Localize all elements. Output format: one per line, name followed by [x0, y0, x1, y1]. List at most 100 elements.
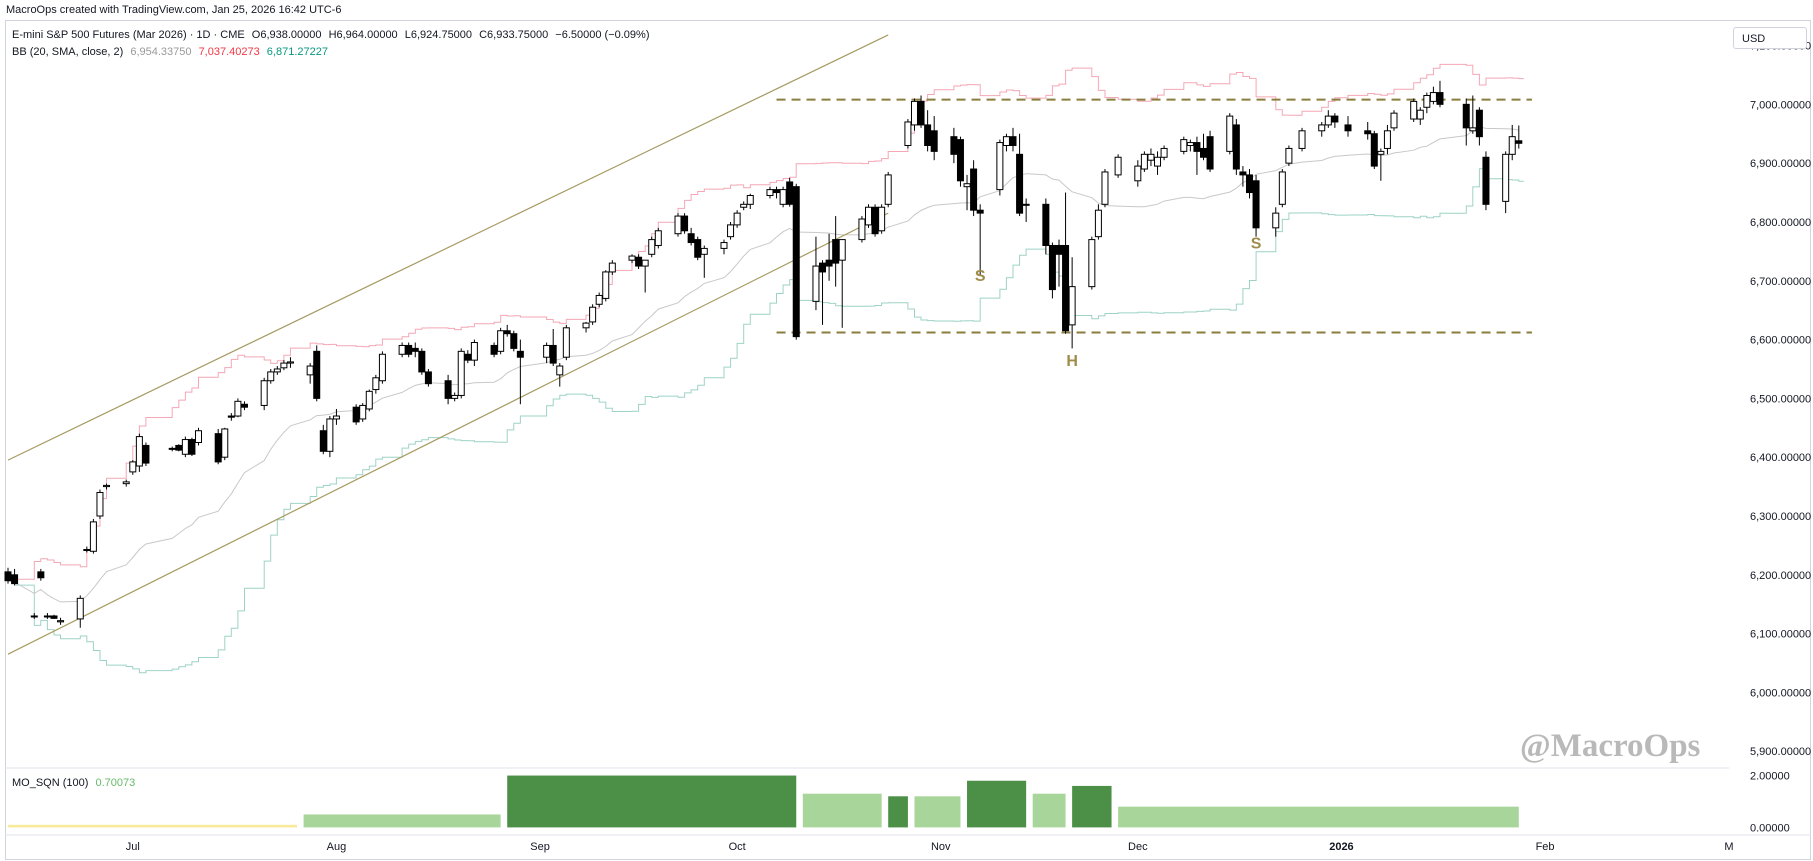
- watermark: @MacroOps: [1520, 728, 1701, 764]
- candle-body: [1252, 180, 1260, 229]
- candle-body: [1377, 150, 1385, 155]
- candle: [1114, 154, 1122, 178]
- candle: [595, 292, 603, 308]
- candle-body: [786, 181, 794, 205]
- candle: [1147, 148, 1155, 167]
- candle-body: [1022, 203, 1030, 206]
- price-tick-label: 6,400.00000: [1750, 452, 1811, 464]
- candle-body: [510, 333, 518, 349]
- candle: [1055, 239, 1063, 287]
- candle-body: [1147, 153, 1155, 161]
- candle: [411, 342, 419, 358]
- candle-body: [832, 239, 840, 264]
- candle-body: [812, 265, 820, 302]
- sqn-name[interactable]: MO_SQN (100): [12, 777, 89, 789]
- candle-body: [628, 255, 636, 261]
- candle: [30, 613, 38, 619]
- time-tick-label: Aug: [327, 841, 347, 853]
- candle: [930, 116, 938, 161]
- candle-body: [687, 233, 695, 244]
- candle-body: [457, 350, 465, 396]
- candle: [1429, 86, 1437, 105]
- candle: [365, 389, 373, 412]
- currency-selector[interactable]: USD: [1733, 27, 1807, 49]
- candle-body: [1462, 103, 1470, 129]
- candle-body: [313, 350, 321, 399]
- candle: [1508, 124, 1516, 161]
- time-tick-label: Oct: [729, 841, 746, 853]
- candle-body: [306, 365, 314, 376]
- candle-body: [1318, 124, 1326, 132]
- candle-body: [214, 433, 222, 463]
- candle-body: [740, 203, 748, 208]
- bb-upper-value: 7,037.40273: [198, 46, 260, 58]
- candle: [11, 568, 19, 586]
- candle: [37, 568, 45, 581]
- candle-body: [543, 344, 551, 358]
- candle: [352, 404, 360, 425]
- candle: [1344, 116, 1352, 137]
- bb-name[interactable]: BB (20, SMA, close, 2): [12, 46, 124, 58]
- candles: [4, 80, 1523, 628]
- ohlc-change: −6.50000 (−0.09%): [555, 29, 650, 41]
- candle-body: [168, 447, 176, 450]
- candle-body: [1278, 171, 1286, 205]
- price-tick-label: 6,700.00000: [1750, 276, 1811, 288]
- candle-body: [1186, 142, 1194, 147]
- candle: [1462, 98, 1470, 146]
- symbol-name[interactable]: E-mini S&P 500 Futures (Mar 2026) · 1D ·…: [12, 29, 245, 41]
- candle: [464, 350, 472, 364]
- candle: [956, 136, 964, 187]
- candle: [608, 260, 616, 275]
- candle-body: [352, 406, 360, 423]
- candle-body: [142, 444, 150, 464]
- candle: [457, 348, 465, 399]
- candle: [1475, 107, 1483, 146]
- candle-body: [1055, 244, 1063, 255]
- candle-body: [30, 615, 38, 618]
- candle-body: [332, 415, 340, 420]
- candle-body: [654, 230, 662, 246]
- candle-body: [996, 142, 1004, 191]
- price-axis: 5,900.00000 6,000.00000 6,100.00000 6,200.0…: [1750, 41, 1811, 759]
- candle-body: [1114, 156, 1122, 176]
- candle-body: [1324, 115, 1332, 126]
- candle-body: [43, 615, 51, 618]
- trendlines: [7, 34, 1532, 655]
- candle-body: [398, 344, 406, 355]
- candle: [1318, 121, 1326, 137]
- candle-body: [286, 361, 294, 364]
- candle: [924, 110, 932, 152]
- candle: [424, 368, 432, 387]
- candle-body: [490, 344, 498, 355]
- candle-body: [792, 186, 800, 338]
- candle-body: [89, 521, 97, 552]
- candle-body: [1160, 147, 1168, 158]
- candle-body: [1009, 136, 1017, 147]
- candle-body: [260, 380, 268, 406]
- candle-body: [838, 239, 846, 261]
- candle-body: [76, 597, 84, 620]
- candle-body: [365, 390, 373, 410]
- candle: [313, 345, 321, 402]
- candle-body: [1416, 109, 1424, 120]
- candle: [1002, 133, 1010, 152]
- candle: [57, 617, 65, 625]
- candle-body: [1423, 95, 1431, 108]
- candle-body: [181, 439, 189, 455]
- candle-body: [11, 574, 19, 585]
- trendline: [7, 34, 889, 461]
- price-tick-label: 6,900.00000: [1750, 158, 1811, 170]
- candle: [1009, 127, 1017, 152]
- candle: [878, 204, 886, 234]
- candle: [786, 177, 794, 207]
- sqn-tick-label: 0.00000: [1750, 822, 1790, 834]
- candle: [720, 239, 728, 255]
- candle: [884, 171, 892, 208]
- candle-body: [858, 218, 866, 241]
- candle: [181, 436, 189, 458]
- candle: [1298, 127, 1306, 152]
- candle-body: [1200, 147, 1208, 158]
- bb-legend: BB (20, SMA, close, 2) 6,954.33750 7,037…: [12, 46, 332, 58]
